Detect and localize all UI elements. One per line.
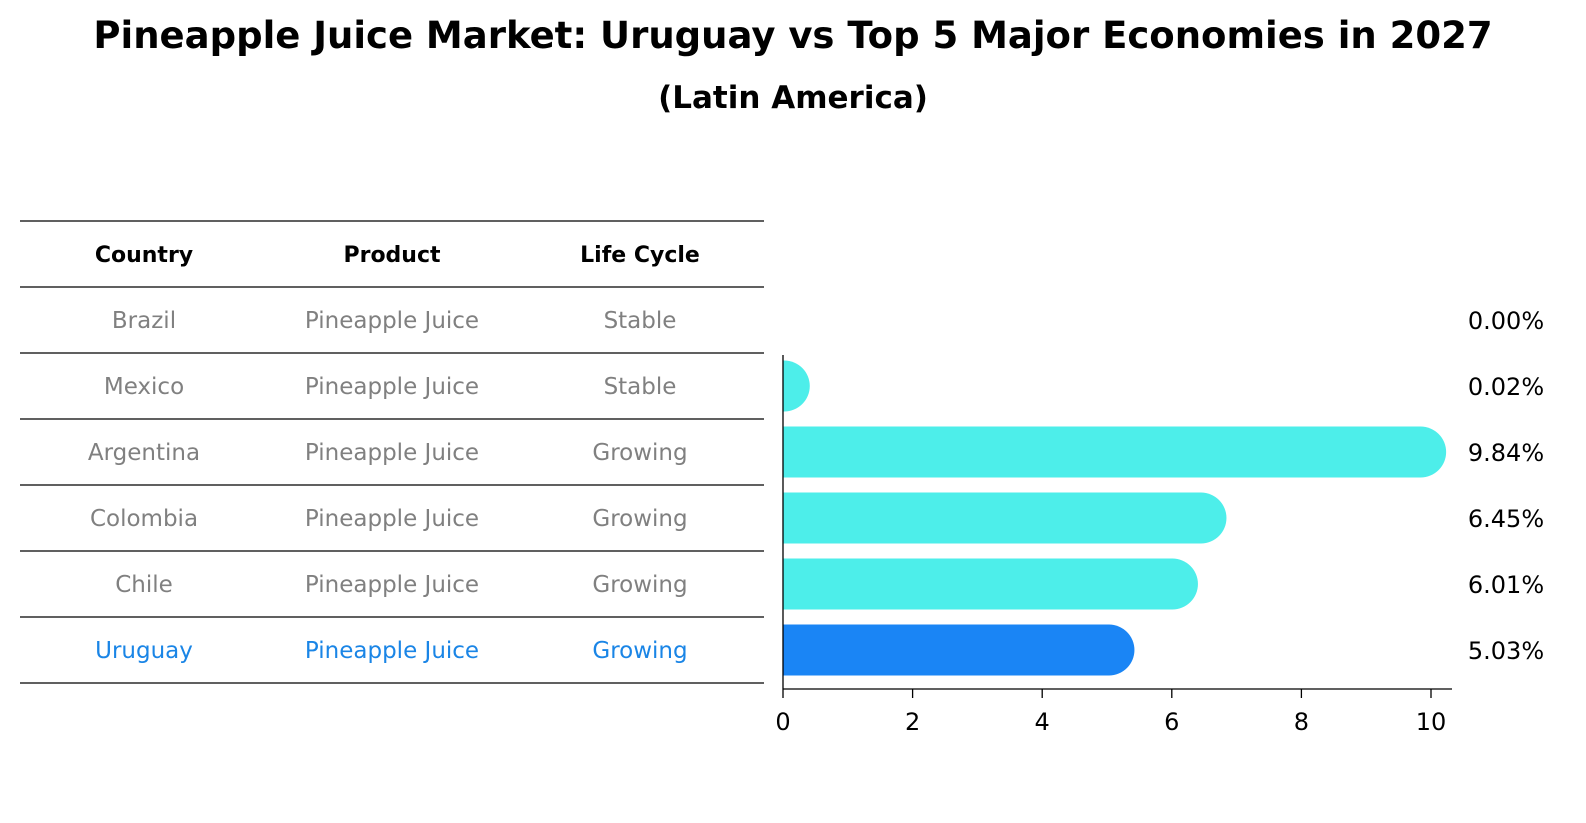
value-label: 0.00% [1468,307,1544,335]
bar-uruguay [783,625,1134,676]
table-cell: Growing [592,638,687,664]
x-tick-label: 2 [905,708,920,736]
table-cell: Pineapple Juice [305,506,479,532]
table-cell: Mexico [104,374,184,400]
x-tick-label: 8 [1294,708,1309,736]
table-cell: Stable [604,374,677,400]
table-cell: Brazil [112,308,176,334]
figure: Country Product Life Cycle Brazil Pineapple … [0,0,1586,823]
table-cell: Pineapple Juice [305,374,479,400]
table-cell: Stable [604,308,677,334]
bar-colombia [783,493,1226,544]
value-label: 9.84% [1468,439,1544,467]
bar-argentina [783,427,1446,478]
value-label: 6.45% [1468,505,1544,533]
column-header: Life Cycle [580,243,700,268]
table-cell: Pineapple Juice [305,440,479,466]
x-tick-label: 6 [1164,708,1179,736]
table-cell: Growing [592,572,687,598]
x-tick-label: 4 [1035,708,1050,736]
table-cell: Uruguay [95,638,193,664]
value-label: 6.01% [1468,571,1544,599]
bar-mexico [783,361,810,412]
table-cell: Growing [592,506,687,532]
value-label: 0.02% [1468,373,1544,401]
column-header: Country [95,243,193,268]
table-cell: Argentina [88,440,200,466]
table-cell: Colombia [90,506,198,532]
table-cell: Pineapple Juice [305,308,479,334]
column-header: Product [343,243,441,268]
value-label: 5.03% [1468,637,1544,665]
table-cell: Chile [115,572,173,598]
x-tick-label: 10 [1416,708,1447,736]
bar-chile [783,559,1198,610]
data-table: Country Product Life Cycle Brazil Pineapple … [20,221,764,683]
bar-chart: 0.00% 0.02% 9.84% 6.45% 6.01% 5.03% 0 2 4 6 8 10 [775,307,1544,736]
table-cell: Growing [592,440,687,466]
x-tick-label: 0 [775,708,790,736]
table-cell: Pineapple Juice [305,638,479,664]
table-cell: Pineapple Juice [305,572,479,598]
